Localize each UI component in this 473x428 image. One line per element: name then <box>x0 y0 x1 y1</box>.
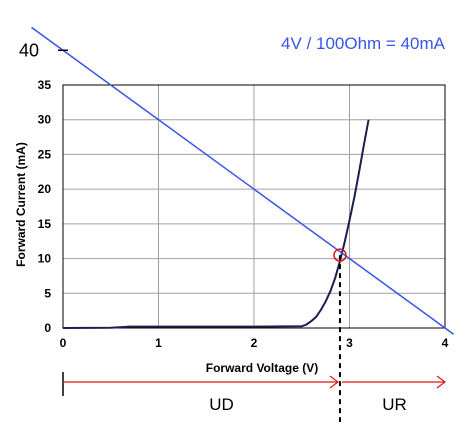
y-tick-label: 25 <box>38 147 52 161</box>
ud-arrow-head <box>329 375 339 389</box>
y-tick-label: 10 <box>38 252 52 266</box>
ur-arrow-head <box>436 375 446 389</box>
operating-point-marker <box>333 248 347 262</box>
x-tick-label: 4 <box>442 336 449 350</box>
y-tick-label: 5 <box>44 286 51 300</box>
load-line-label: 4V / 100Ohm = 40mA <box>281 34 446 53</box>
tick-labels: 0 1 2 3 4 0 5 10 15 20 25 30 35 <box>38 78 449 350</box>
iv-curve-series <box>62 119 370 329</box>
plot-frame <box>62 84 446 329</box>
y-tick-label: 15 <box>38 217 52 231</box>
ur-label: UR <box>382 395 407 414</box>
grid <box>63 84 445 328</box>
x-tick-label: 1 <box>155 336 162 350</box>
x-tick-label: 0 <box>60 336 67 350</box>
y-intercept-label: 40 <box>19 40 39 60</box>
y-tick-label: 30 <box>38 113 52 127</box>
x-tick-label: 3 <box>346 336 353 350</box>
y-tick-label: 20 <box>38 182 52 196</box>
y-tick-label: 0 <box>44 321 51 335</box>
y-axis-label: Forward Current (mA) <box>14 142 28 267</box>
ud-label: UD <box>209 395 234 414</box>
x-axis-label: Forward Voltage (V) <box>206 361 318 375</box>
y-tick-label: 35 <box>38 78 52 92</box>
x-tick-label: 2 <box>251 336 258 350</box>
load-line-series <box>31 26 455 335</box>
